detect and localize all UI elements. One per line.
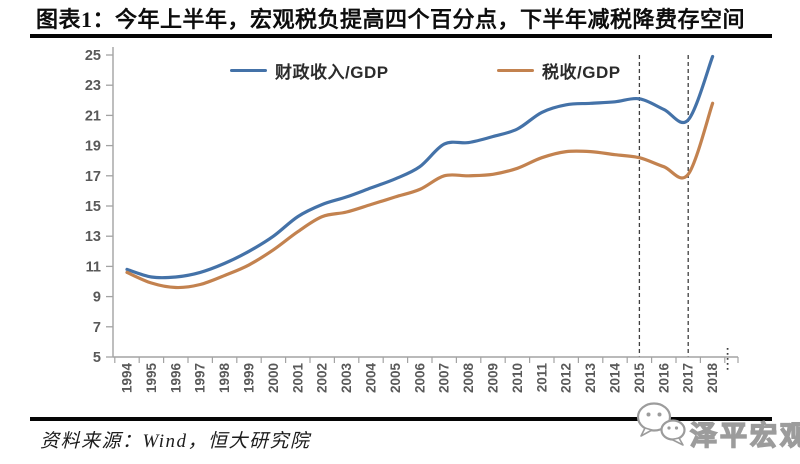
x-tick-label: 2015 — [632, 363, 647, 394]
x-tick-label: 2005 — [388, 363, 403, 394]
x-tick-label: 2011 — [534, 363, 549, 393]
title-divider — [30, 34, 772, 38]
x-tick-label: 2003 — [339, 363, 354, 394]
x-tick-label: 2018 — [705, 363, 720, 394]
legend-swatch-tax — [497, 68, 534, 73]
x-tick-label: 2016 — [656, 363, 671, 394]
legend-swatch-fiscal-revenue — [230, 68, 267, 73]
watermark-logo: 泽平宏观 — [634, 398, 800, 453]
x-tick-label: 1996 — [168, 363, 183, 394]
x-tick-label: 2006 — [412, 363, 427, 394]
x-tick-label: 2007 — [437, 363, 452, 393]
y-tick-label: 7 — [93, 320, 101, 336]
source-note: 资料来源：Wind，恒大研究院 — [40, 431, 311, 452]
source-divider — [30, 417, 772, 421]
x-tick-label: 2014 — [608, 363, 623, 394]
legend-item-fiscal-revenue: 财政收入/GDP — [230, 58, 389, 83]
y-tick-label: 13 — [85, 229, 101, 245]
y-tick-label: 25 — [85, 48, 101, 64]
y-tick-label: 9 — [93, 290, 101, 306]
legend-label-fiscal-revenue: 财政收入/GDP — [275, 63, 389, 82]
x-tick-label: 2009 — [486, 363, 501, 393]
watermark-text: 泽平宏观 — [689, 420, 800, 451]
x-tick-label: 2013 — [583, 363, 598, 394]
chart-title: 图表1：今年上半年，宏观税负提高四个百分点，下半年减税降费存空间 — [36, 7, 746, 32]
legend-label-tax: 税收/GDP — [542, 63, 621, 82]
x-tick-label: 2004 — [364, 363, 379, 394]
y-tick-label: 21 — [85, 108, 101, 124]
y-tick-label: 11 — [86, 259, 101, 275]
wechat-icon — [636, 402, 686, 446]
x-tick-label: 2000 — [266, 363, 281, 393]
y-tick-label: 23 — [85, 78, 101, 94]
x-tick-label: 2012 — [559, 363, 574, 393]
x-tick-label: 2010 — [510, 363, 525, 393]
x-tick-label: 1995 — [144, 363, 159, 394]
x-tick-label: 2008 — [461, 363, 476, 394]
x-tick-label: 1997 — [193, 363, 208, 393]
x-tick-label: 1998 — [217, 363, 232, 394]
x-tick-label: 2017 — [681, 363, 696, 393]
x-tick-label: 1999 — [242, 363, 257, 393]
series-line-tax — [125, 101, 715, 290]
x-tick-label: 1994 — [120, 363, 135, 394]
x-tick-label: 2002 — [315, 363, 330, 393]
y-tick-label: 17 — [85, 169, 101, 185]
legend-item-tax: 税收/GDP — [497, 58, 621, 83]
y-tick-label: 15 — [85, 199, 101, 215]
y-tick-label: 5 — [93, 350, 101, 366]
series-line-fiscal-revenue — [125, 54, 715, 280]
x-tick-label: 2001 — [290, 363, 305, 394]
y-tick-label: 19 — [85, 139, 101, 155]
